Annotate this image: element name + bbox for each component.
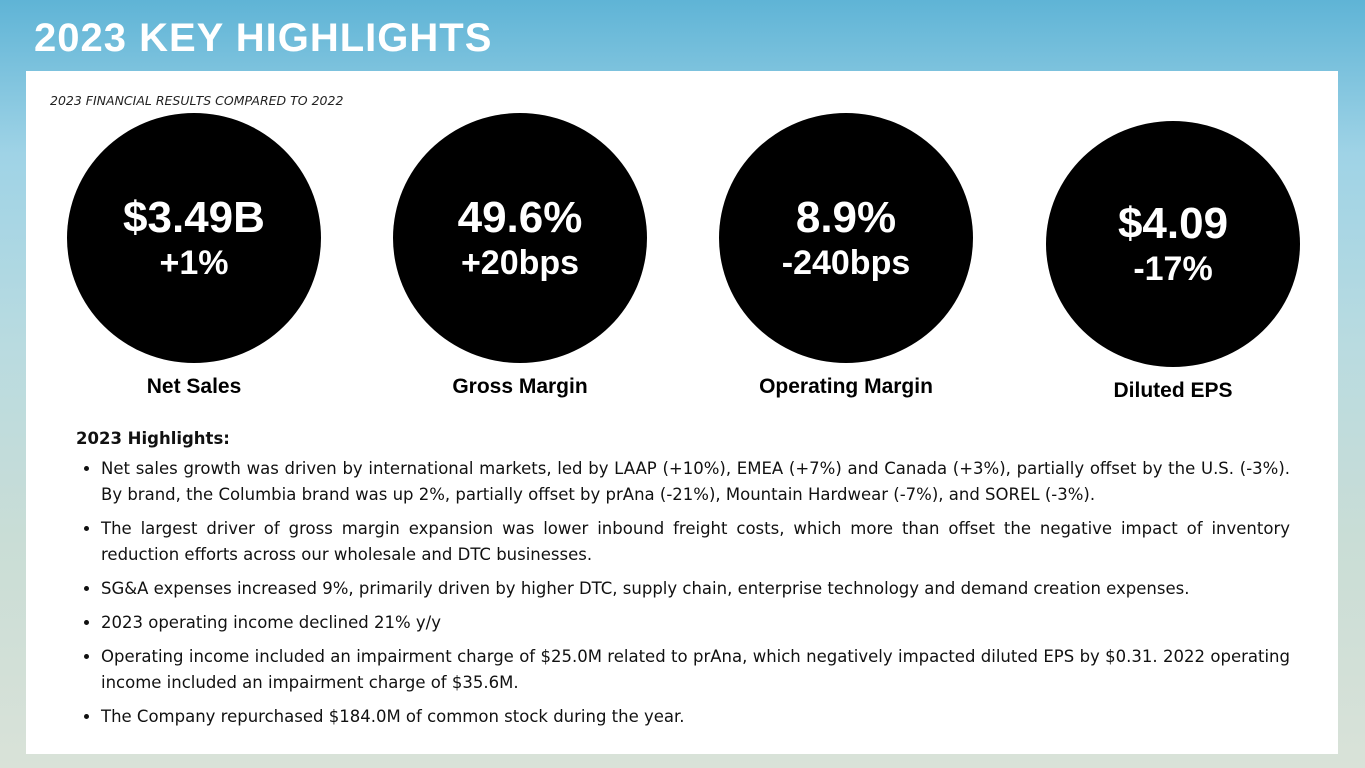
- content-panel: 2023 FINANCIAL RESULTS COMPARED TO 2022 …: [26, 71, 1338, 754]
- metric-label: Operating Margin: [759, 375, 933, 398]
- highlights-section: 2023 Highlights: Net sales growth was dr…: [76, 429, 1290, 738]
- metric-diluted-eps: $4.09 -17% Diluted EPS: [1043, 121, 1303, 403]
- metric-change: -17%: [1133, 250, 1213, 288]
- metric-label: Gross Margin: [452, 375, 588, 398]
- metric-label: Net Sales: [146, 375, 242, 398]
- metric-gross-margin: 49.6% +20bps Gross Margin: [390, 113, 650, 399]
- metric-change: +1%: [159, 244, 229, 282]
- metric-change: +20bps: [460, 244, 580, 282]
- list-item: Operating income included an impairment …: [101, 644, 1290, 696]
- metric-value: 49.6%: [457, 193, 583, 242]
- metric-value: $3.49B: [123, 193, 265, 242]
- subtitle: 2023 FINANCIAL RESULTS COMPARED TO 2022: [50, 93, 344, 108]
- page-title: 2023 KEY HIGHLIGHTS: [34, 16, 493, 60]
- highlights-heading: 2023 Highlights:: [76, 429, 230, 448]
- metric-change: -240bps: [781, 244, 911, 282]
- metric-value: 8.9%: [795, 193, 897, 242]
- metric-net-sales: $3.49B +1% Net Sales: [64, 113, 324, 399]
- list-item: SG&A expenses increased 9%, primarily dr…: [101, 576, 1290, 602]
- list-item: The Company repurchased $184.0M of commo…: [101, 704, 1290, 730]
- list-item: The largest driver of gross margin expan…: [101, 516, 1290, 568]
- list-item: Net sales growth was driven by internati…: [101, 456, 1290, 508]
- metric-label: Diluted EPS: [1113, 379, 1233, 402]
- metric-operating-margin: 8.9% -240bps Operating Margin: [716, 113, 976, 399]
- list-item: 2023 operating income declined 21% y/y: [101, 610, 1290, 636]
- metric-value: $4.09: [1117, 199, 1229, 248]
